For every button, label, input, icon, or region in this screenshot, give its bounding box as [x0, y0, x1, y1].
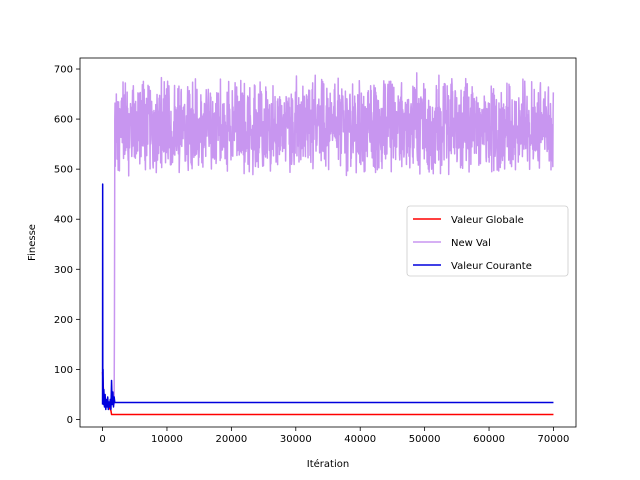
- legend-label: Valeur Courante: [451, 261, 532, 272]
- legend-label: New Val: [451, 238, 491, 249]
- series-line-2: [101, 183, 554, 411]
- series-line-1: [113, 72, 555, 405]
- legend-label: Valeur Globale: [451, 215, 524, 226]
- x-tick-label: 20000: [215, 434, 247, 445]
- series-layer: [101, 72, 555, 416]
- legend-box: [406, 205, 569, 277]
- x-tick-label: 30000: [280, 434, 312, 445]
- y-axis: 0 100 200 300 400 500 600 700: [54, 65, 80, 426]
- y-tick-label: 700: [54, 65, 73, 76]
- plot-frame: [79, 57, 577, 428]
- x-tick-label: 0: [99, 434, 105, 445]
- x-tick-label: 70000: [538, 434, 570, 445]
- x-tick-label: 50000: [409, 434, 441, 445]
- x-tick-label: 40000: [344, 434, 376, 445]
- x-tick-label: 60000: [473, 434, 505, 445]
- legend: Valeur Globale New Val Valeur Courante: [406, 205, 569, 277]
- y-axis-label: Finesse: [27, 224, 38, 261]
- y-tick-label: 200: [54, 315, 73, 326]
- x-tick-label: 10000: [151, 434, 183, 445]
- x-axis-label: Itération: [307, 458, 349, 470]
- y-tick-label: 600: [54, 115, 73, 126]
- y-tick-label: 100: [54, 365, 73, 376]
- y-tick-label: 300: [54, 265, 73, 276]
- y-tick-label: 400: [54, 215, 73, 226]
- y-tick-label: 500: [54, 165, 73, 176]
- x-axis: 0 10000 20000 30000 40000 50000 60000 70000: [99, 427, 569, 445]
- y-tick-label: 0: [67, 415, 73, 426]
